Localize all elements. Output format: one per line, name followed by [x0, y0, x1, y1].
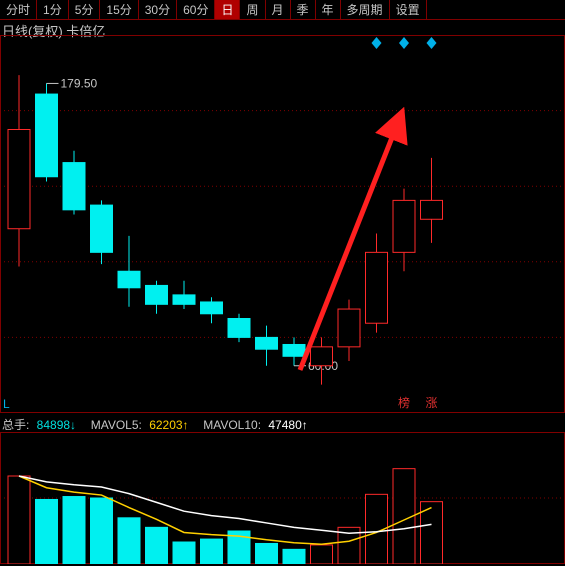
volume-chart — [0, 432, 565, 564]
svg-text:179.50: 179.50 — [61, 76, 98, 90]
tab-8[interactable]: 月 — [266, 0, 291, 19]
tab-1[interactable]: 1分 — [37, 0, 69, 19]
vol-label: 总手: — [2, 418, 33, 432]
volume-header: 总手: 84898↓ MAVOL5: 62203↑ MAVOL10: 47480… — [2, 416, 322, 433]
tab-12[interactable]: 设置 — [390, 0, 427, 19]
tab-9[interactable]: 季 — [291, 0, 316, 19]
tab-5[interactable]: 60分 — [177, 0, 215, 19]
tab-10[interactable]: 年 — [316, 0, 341, 19]
candlestick-chart: 179.5060.00榜涨L — [0, 35, 565, 413]
svg-text:涨: 涨 — [426, 395, 438, 410]
tab-6[interactable]: 日 — [215, 0, 240, 19]
tab-3[interactable]: 15分 — [100, 0, 138, 19]
vol-label: MAVOL10: — [203, 418, 264, 432]
tab-0[interactable]: 分时 — [0, 0, 37, 19]
vol-value: 47480↑ — [268, 418, 307, 432]
vol-value: 84898↓ — [37, 418, 76, 432]
tab-4[interactable]: 30分 — [139, 0, 177, 19]
svg-text:榜: 榜 — [398, 395, 410, 410]
vol-label: MAVOL5: — [91, 418, 145, 432]
tab-7[interactable]: 周 — [240, 0, 265, 19]
svg-text:L: L — [3, 397, 10, 411]
tab-2[interactable]: 5分 — [69, 0, 101, 19]
tab-11[interactable]: 多周期 — [341, 0, 390, 19]
vol-value: 62203↑ — [149, 418, 188, 432]
timeframe-tabs: 分时1分5分15分30分60分日周月季年多周期设置 — [0, 0, 565, 20]
